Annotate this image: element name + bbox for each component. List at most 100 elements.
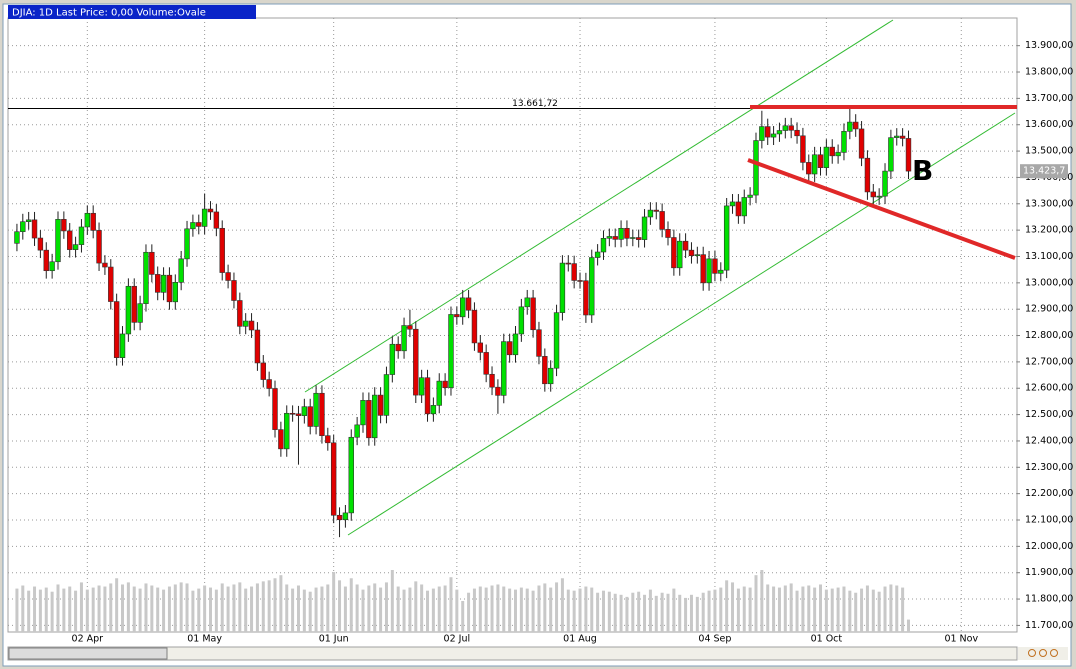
scrollbar[interactable] xyxy=(7,646,1018,661)
volume-bar xyxy=(414,581,418,632)
volume-bar xyxy=(384,582,388,632)
volume-bar xyxy=(648,589,652,632)
volume-bar xyxy=(889,584,893,632)
candle-body xyxy=(659,211,665,230)
volume-bar xyxy=(795,590,799,632)
candle-body xyxy=(501,341,507,396)
zoom-reset[interactable] xyxy=(1039,649,1047,657)
volume-bar xyxy=(296,585,300,632)
candle-body xyxy=(72,244,79,250)
volume-bar xyxy=(361,589,365,632)
candle-body xyxy=(559,262,566,313)
volume-bar xyxy=(537,585,541,632)
candle-body xyxy=(483,352,489,375)
candle-body xyxy=(90,212,96,231)
candle-body xyxy=(178,258,184,283)
zoom-in[interactable] xyxy=(1050,649,1058,657)
candle-body xyxy=(430,405,437,415)
x-tick-label: 02 Apr xyxy=(72,634,104,645)
candle-body xyxy=(841,131,847,153)
candle-body xyxy=(665,229,671,238)
volume-bar xyxy=(21,585,25,632)
y-tick-label: 11.700,00 xyxy=(1025,620,1073,631)
candle-body xyxy=(835,152,841,157)
volume-bar xyxy=(291,588,295,632)
candle-body xyxy=(477,342,484,353)
volume-bar xyxy=(725,580,729,632)
volume-bar xyxy=(596,592,600,632)
x-tick-label: 01 Nov xyxy=(944,634,978,645)
volume-bar xyxy=(543,583,547,632)
volume-bar xyxy=(150,585,154,632)
candle-body xyxy=(348,436,354,514)
candle-body xyxy=(289,412,296,415)
volume-bar xyxy=(44,587,48,632)
candle-body xyxy=(753,140,759,196)
candle-body xyxy=(424,377,431,415)
volume-bar xyxy=(238,582,242,632)
candle-body xyxy=(336,514,343,521)
candle-body xyxy=(301,406,308,416)
candle-body xyxy=(25,219,32,223)
candle-body xyxy=(583,280,589,316)
candle-body xyxy=(436,380,442,406)
candle-body xyxy=(565,262,571,265)
volume-bar xyxy=(74,590,78,632)
volume-bar xyxy=(807,585,811,632)
candle-body xyxy=(811,154,818,175)
volume-bar xyxy=(619,594,623,632)
volume-bar xyxy=(343,586,347,632)
volume-bar xyxy=(373,583,377,632)
candle-body xyxy=(260,362,266,380)
candle-body xyxy=(899,135,906,139)
volume-bar xyxy=(502,586,506,632)
candle-body xyxy=(207,208,214,213)
volume-bar xyxy=(431,588,435,632)
candle-body xyxy=(765,126,771,138)
volume-bar xyxy=(167,586,171,632)
candle-body xyxy=(823,146,830,168)
volume-bar xyxy=(906,619,910,632)
candle-body xyxy=(137,303,143,323)
volume-bar xyxy=(285,584,289,632)
volume-bar xyxy=(860,588,864,632)
title-box xyxy=(8,5,256,19)
candle-body xyxy=(454,314,460,318)
x-tick-label: 01 Aug xyxy=(563,634,597,645)
volume-bar xyxy=(443,585,447,632)
zoom-controls[interactable] xyxy=(1018,647,1068,660)
candle-body xyxy=(518,306,525,335)
zoom-out[interactable] xyxy=(1028,649,1036,657)
candle-body xyxy=(237,300,243,327)
volume-bar xyxy=(613,593,617,632)
volume-bar xyxy=(320,586,324,632)
candle-body xyxy=(735,201,742,217)
candle-body xyxy=(372,394,378,439)
volume-bar xyxy=(607,591,611,632)
candle-body xyxy=(776,130,783,135)
candle-body xyxy=(723,205,730,271)
candle-body xyxy=(319,392,325,436)
candle-body xyxy=(330,442,337,516)
volume-bar xyxy=(555,582,559,632)
y-tick-label: 13.200,00 xyxy=(1025,225,1073,236)
volume-bar xyxy=(302,589,306,632)
volume-bar xyxy=(332,572,336,632)
y-tick-label: 11.900,00 xyxy=(1025,567,1073,578)
volume-bar xyxy=(420,584,424,632)
candle-body xyxy=(682,240,689,251)
scroll-thumb[interactable] xyxy=(8,647,168,660)
candle-body xyxy=(248,320,255,331)
x-tick-label: 04 Sep xyxy=(698,634,731,645)
volume-bar xyxy=(279,575,283,632)
candle-body xyxy=(213,211,220,229)
y-tick-label: 12.800,00 xyxy=(1025,330,1073,341)
candle-body xyxy=(718,269,724,274)
volume-bar xyxy=(666,593,670,632)
candle-body xyxy=(876,195,882,198)
candle-body xyxy=(806,162,812,175)
candle-body xyxy=(389,343,396,375)
candle-body xyxy=(366,400,372,439)
y-tick-label: 13.900,00 xyxy=(1025,40,1073,51)
volume-bar xyxy=(783,585,787,632)
